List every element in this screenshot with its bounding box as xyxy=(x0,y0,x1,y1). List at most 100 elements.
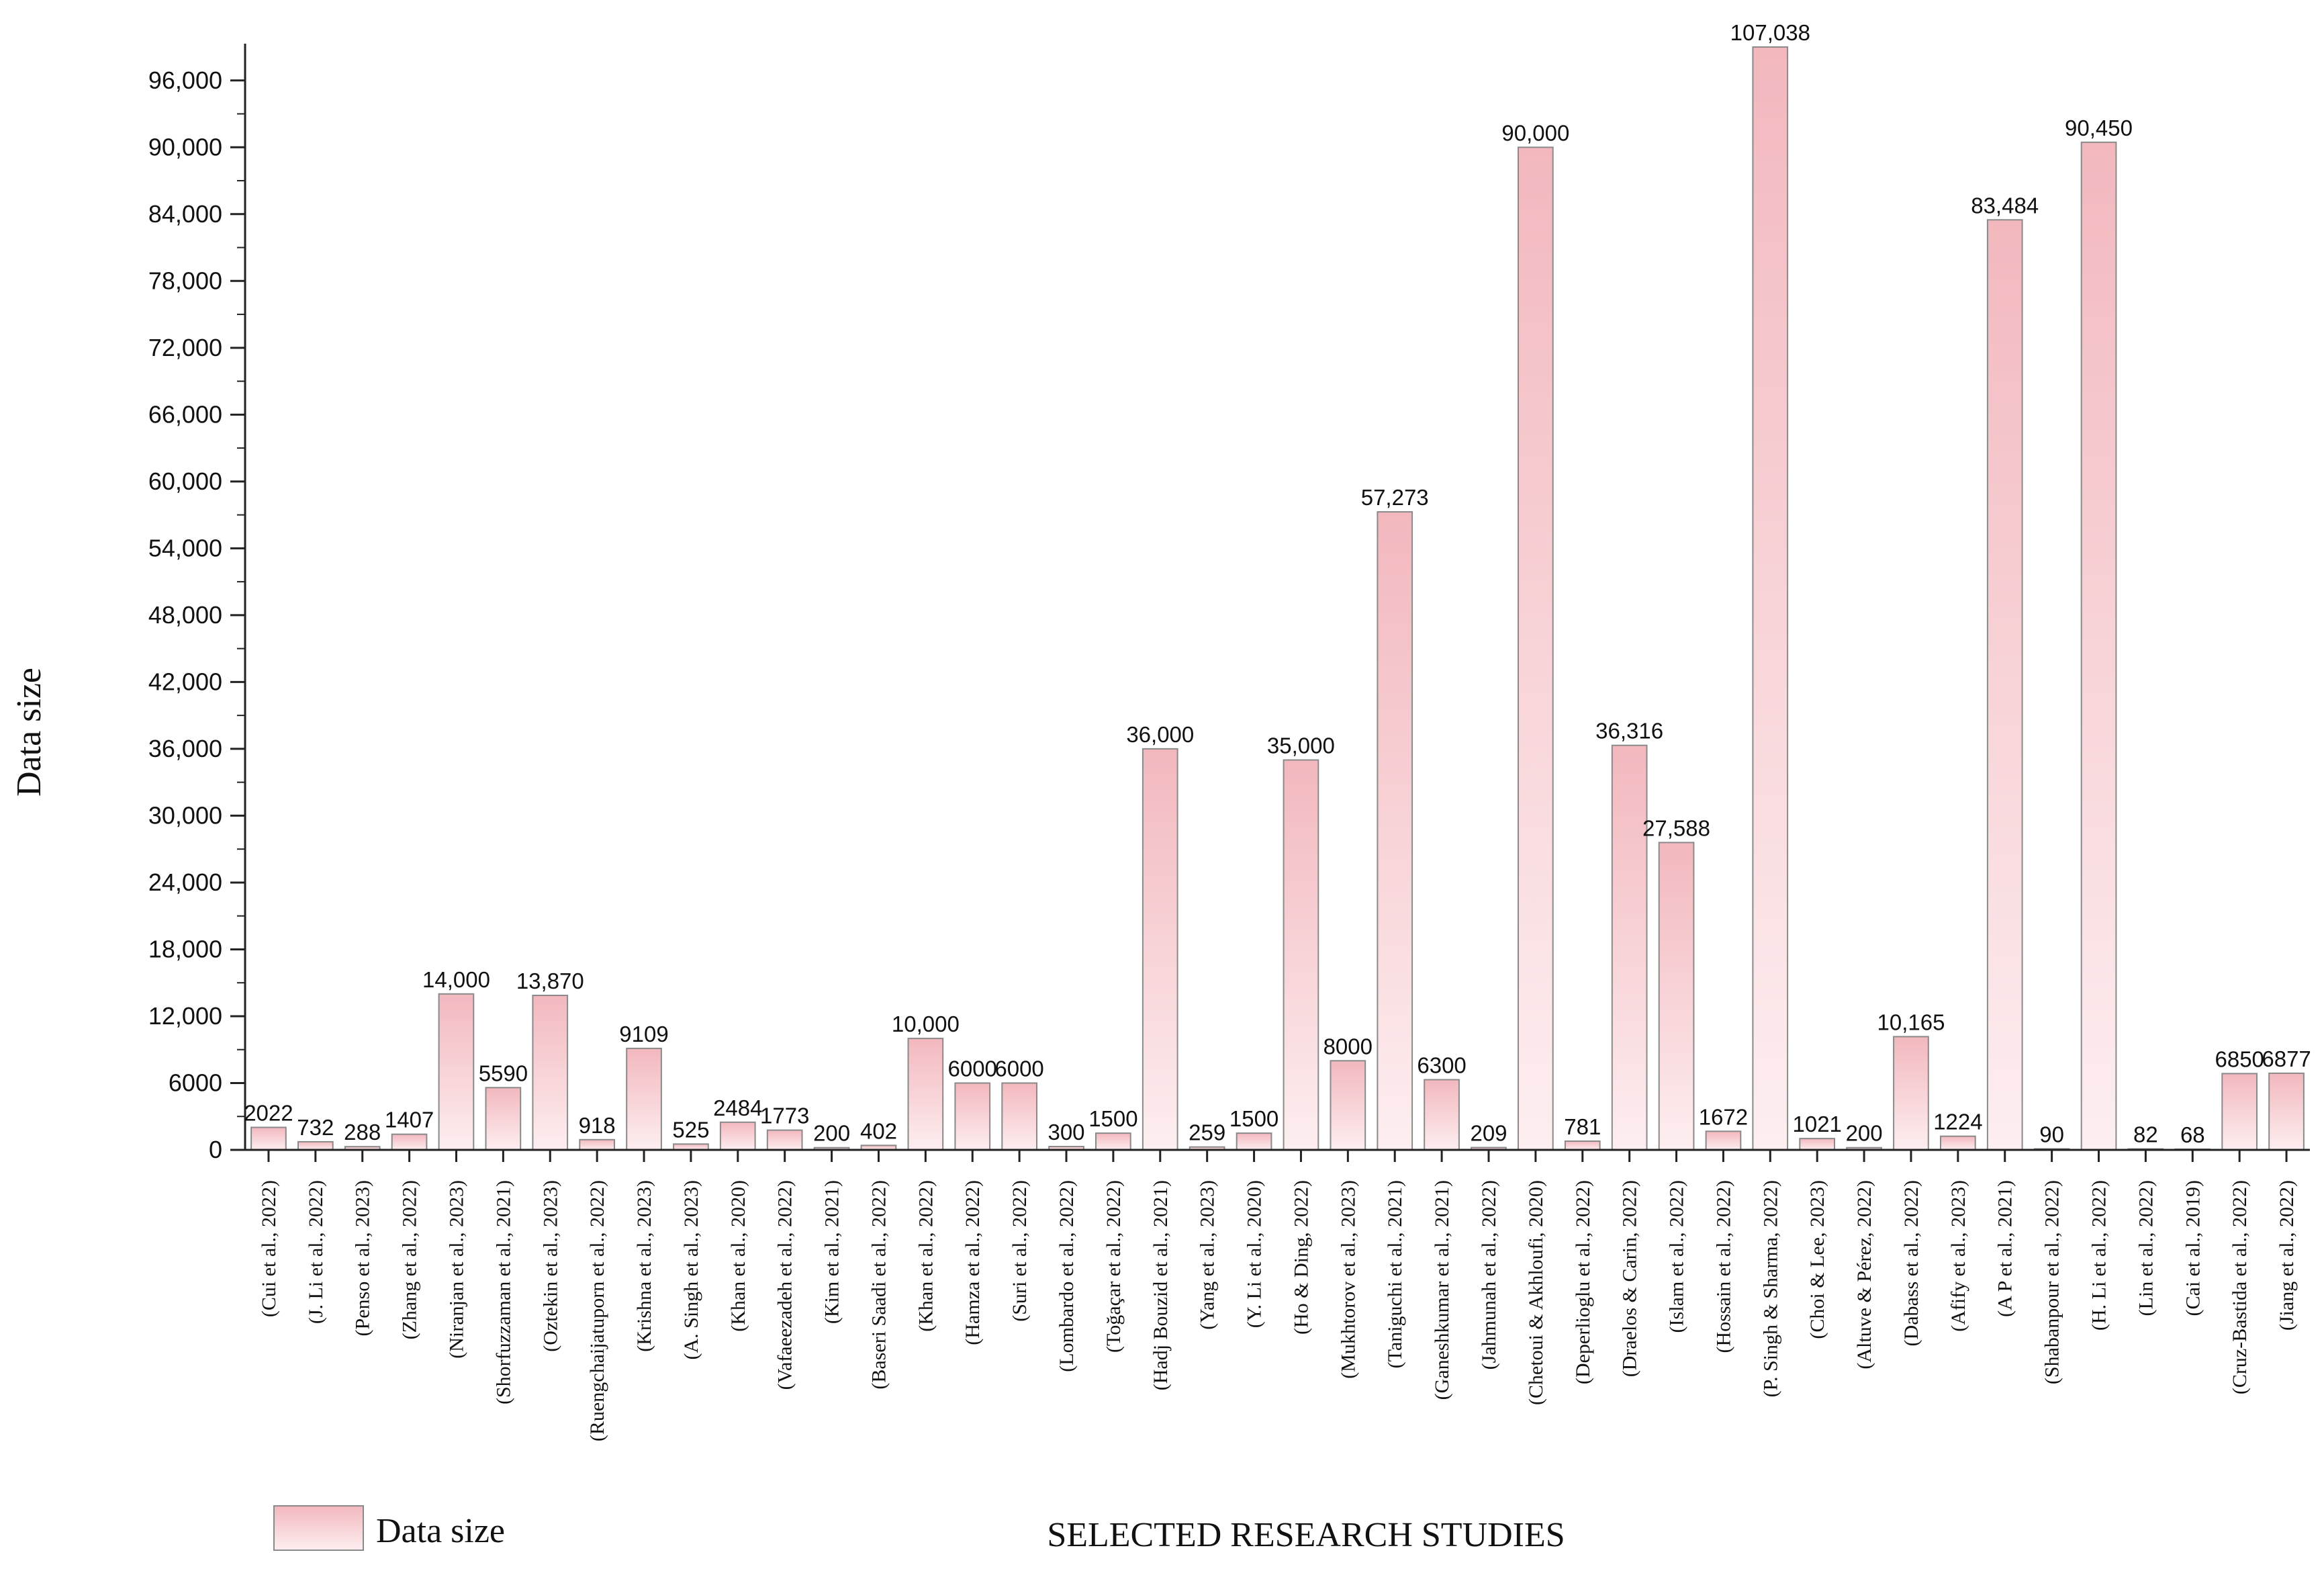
x-tick-label-35: (Altuve & Pérez, 2022) xyxy=(1853,1180,1875,1370)
x-tick-label-3: (Penso et al., 2023) xyxy=(352,1180,374,1336)
bar-24 xyxy=(1330,1060,1366,1151)
data-label-25: 57,273 xyxy=(1361,485,1429,510)
x-tick-label-32: (Hossain et al., 2022) xyxy=(1712,1180,1734,1353)
x-tick-label-1: (Cui et al., 2022) xyxy=(258,1180,280,1317)
x-tick-label-25: (Taniguchi et al., 2021) xyxy=(1384,1180,1406,1368)
x-tick-label-30: (Draelos & Carin, 2022) xyxy=(1619,1180,1641,1377)
y-tick-label-3: 12,000 xyxy=(148,1002,222,1030)
data-label-16: 6000 xyxy=(947,1057,996,1081)
x-tick-label-34: (Choi & Lee, 2023) xyxy=(1806,1180,1828,1339)
x-tick-label-9: (Krishna et al., 2023) xyxy=(633,1180,655,1352)
x-tick-label-38: (A P et al., 2021) xyxy=(1994,1180,2016,1317)
legend-swatch xyxy=(273,1505,364,1551)
y-tick-label-14: 78,000 xyxy=(148,267,222,294)
data-label-15: 10,000 xyxy=(892,1012,960,1036)
bar-23 xyxy=(1283,759,1319,1151)
data-label-42: 68 xyxy=(2180,1122,2205,1147)
x-tick-label-18: (Lombardo et al., 2022) xyxy=(1056,1180,1078,1372)
data-label-28: 90,000 xyxy=(1501,120,1569,145)
x-tick-label-8: (Ruengchaijatuporn et al., 2022) xyxy=(586,1180,608,1441)
x-tick-label-5: (Niranjan et al., 2023) xyxy=(446,1180,468,1359)
y-tick-label-6: 30,000 xyxy=(148,801,222,829)
y-ticks: 0 6000 12,000 18,000 24,000 30,000 36,000 42,00… xyxy=(148,66,245,1163)
bar-33 xyxy=(1752,46,1789,1151)
x-ticks: (Cui et al., 2022) (J. Li et al., 2022) (P… xyxy=(258,1150,2298,1441)
data-label-40: 90,450 xyxy=(2065,116,2133,140)
data-label-17: 6000 xyxy=(994,1057,1043,1081)
x-tick-label-37: (Afify et al., 2023) xyxy=(1947,1180,1969,1332)
data-label-31: 27,588 xyxy=(1642,815,1710,840)
x-tick-label-24: (Mukhtorov et al., 2023) xyxy=(1337,1180,1359,1379)
bar-43 xyxy=(2221,1073,2258,1151)
x-tick-label-10: (A. Singh et al., 2023) xyxy=(680,1180,702,1359)
data-label-22: 1500 xyxy=(1229,1106,1279,1131)
bar-1 xyxy=(250,1126,287,1151)
data-label-34: 1021 xyxy=(1792,1112,1841,1136)
data-label-12: 1773 xyxy=(760,1104,809,1128)
data-label-38: 83,484 xyxy=(1971,193,2039,218)
x-tick-label-41: (Lin et al., 2022) xyxy=(2135,1180,2157,1316)
y-tick-label-10: 54,000 xyxy=(148,534,222,562)
bar-30 xyxy=(1611,744,1648,1151)
bar-26 xyxy=(1424,1079,1460,1151)
x-tick-label-40: (H. Li et al., 2022) xyxy=(2088,1180,2110,1331)
bar-17 xyxy=(1001,1082,1038,1151)
x-tick-label-33: (P. Singh & Sharma, 2022) xyxy=(1759,1180,1781,1397)
x-tick-label-26: (Ganeshkumar et al., 2021) xyxy=(1431,1180,1453,1400)
bar-6 xyxy=(485,1087,522,1151)
bar-36 xyxy=(1893,1036,1929,1151)
x-tick-label-21: (Yang et al., 2023) xyxy=(1197,1180,1219,1330)
data-label-5: 14,000 xyxy=(422,967,490,992)
data-label-41: 82 xyxy=(2133,1122,2158,1147)
bar-7 xyxy=(532,995,569,1151)
data-label-11: 2484 xyxy=(713,1095,762,1120)
y-tick-label-4: 18,000 xyxy=(148,935,222,962)
data-label-6: 5590 xyxy=(479,1061,528,1085)
data-label-18: 300 xyxy=(1048,1120,1084,1145)
data-label-37: 1224 xyxy=(1933,1110,1982,1134)
bar-12 xyxy=(766,1129,803,1151)
x-tick-label-13: (Kim et al., 2021) xyxy=(821,1180,843,1324)
bars xyxy=(250,46,2305,1151)
data-label-1: 2022 xyxy=(244,1101,293,1126)
data-label-43: 6850 xyxy=(2215,1046,2264,1071)
bar-8 xyxy=(579,1138,615,1151)
data-label-30: 36,316 xyxy=(1595,719,1663,744)
data-label-24: 8000 xyxy=(1323,1034,1373,1059)
legend: Data size xyxy=(273,1505,505,1551)
bar-25 xyxy=(1377,511,1413,1151)
data-label-7: 13,870 xyxy=(516,969,584,993)
x-tick-label-14: (Baseri Saadi et al., 2022) xyxy=(868,1180,890,1390)
y-tick-label-15: 84,000 xyxy=(148,200,222,228)
x-tick-label-31: (Islam et al., 2022) xyxy=(1666,1180,1688,1333)
y-tick-label-7: 36,000 xyxy=(148,735,222,762)
bar-31 xyxy=(1658,842,1695,1151)
y-tick-label-2: 6000 xyxy=(169,1069,222,1096)
x-tick-label-42: (Cai et al., 2019) xyxy=(2182,1180,2204,1316)
bar-29 xyxy=(1564,1140,1601,1151)
x-tick-label-11: (Khan et al., 2020) xyxy=(727,1180,749,1332)
bar-11 xyxy=(719,1121,756,1151)
y-tick-label-13: 72,000 xyxy=(148,334,222,361)
data-label-35: 200 xyxy=(1846,1121,1883,1146)
x-tick-label-4: (Zhang et al., 2022) xyxy=(399,1180,421,1339)
y-tick-label-8: 42,000 xyxy=(148,668,222,695)
x-tick-label-2: (J. Li et al., 2022) xyxy=(305,1180,327,1324)
bar-20 xyxy=(1142,748,1178,1151)
x-tick-label-15: (Khan et al., 2022) xyxy=(915,1180,937,1332)
legend-label: Data size xyxy=(376,1512,505,1550)
bar-22 xyxy=(1236,1132,1272,1151)
data-label-33: 107,038 xyxy=(1730,20,1810,45)
data-label-20: 36,000 xyxy=(1126,722,1194,747)
bar-2 xyxy=(297,1140,334,1151)
data-label-3: 288 xyxy=(344,1120,381,1145)
bar-19 xyxy=(1095,1132,1131,1151)
data-label-23: 35,000 xyxy=(1267,733,1335,758)
bar-38 xyxy=(1986,219,2023,1151)
x-tick-label-17: (Suri et al., 2022) xyxy=(1009,1180,1031,1322)
data-label-27: 209 xyxy=(1470,1121,1507,1146)
data-label-39: 90 xyxy=(2039,1122,2064,1147)
y-tick-label-11: 60,000 xyxy=(148,467,222,495)
x-tick-label-19: (Toğaçar et al., 2022) xyxy=(1103,1180,1125,1353)
